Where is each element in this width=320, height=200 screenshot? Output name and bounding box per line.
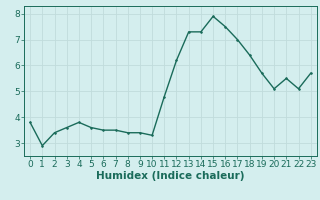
X-axis label: Humidex (Indice chaleur): Humidex (Indice chaleur) bbox=[96, 171, 245, 181]
